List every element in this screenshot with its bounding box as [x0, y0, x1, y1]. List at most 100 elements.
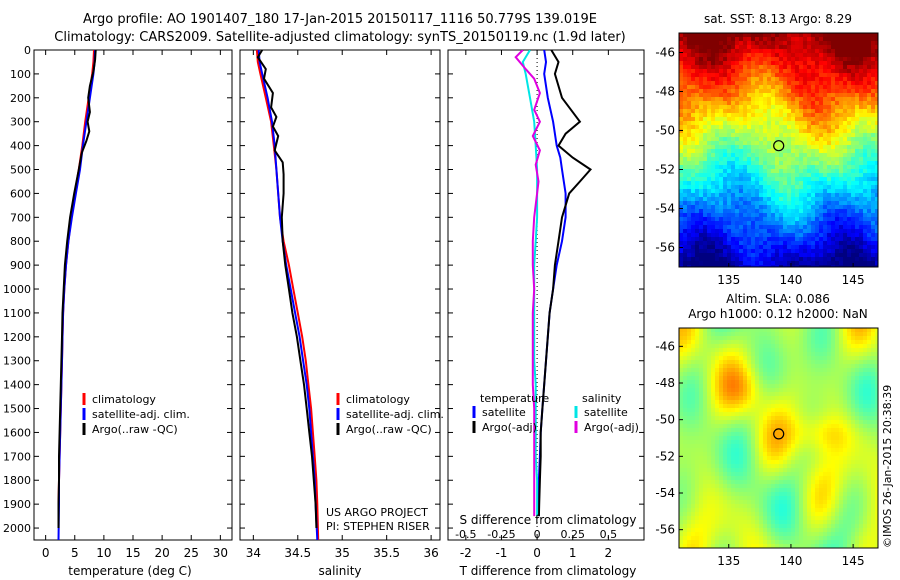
heatmap-cell	[855, 157, 860, 162]
heatmap-cell	[751, 125, 756, 130]
heatmap-cell	[807, 217, 812, 222]
heatmap-cell	[723, 69, 728, 74]
heatmap-cell	[699, 388, 704, 393]
heatmap-cell	[703, 344, 708, 349]
heatmap-cell	[831, 149, 836, 154]
heatmap-cell	[751, 145, 756, 150]
heatmap-cell	[779, 448, 784, 453]
heatmap-cell	[683, 456, 688, 461]
heatmap-cell	[763, 105, 768, 110]
heatmap-cell	[875, 348, 879, 353]
heatmap-cell	[823, 460, 828, 465]
heatmap-cell	[815, 400, 820, 405]
heatmap-cell	[775, 408, 780, 413]
heatmap-cell	[747, 105, 752, 110]
heatmap-cell	[839, 233, 844, 238]
heatmap-cell	[763, 368, 768, 373]
heatmap-cell	[731, 460, 736, 465]
heatmap-cell	[839, 384, 844, 389]
heatmap-cell	[771, 241, 776, 246]
heatmap-cell	[703, 217, 708, 222]
heatmap-cell	[683, 253, 688, 258]
heatmap-cell	[859, 408, 864, 413]
heatmap-cell	[703, 444, 708, 449]
heatmap-cell	[863, 352, 868, 357]
heatmap-cell	[735, 161, 740, 166]
heatmap-cell	[823, 141, 828, 146]
heatmap-cell	[771, 37, 776, 42]
heatmap-cell	[703, 37, 708, 42]
heatmap-cell	[807, 340, 812, 345]
heatmap-cell	[679, 432, 684, 437]
heatmap-cell	[731, 125, 736, 130]
heatmap-cell	[715, 249, 720, 254]
heatmap-cell	[751, 424, 756, 429]
heatmap-cell	[715, 444, 720, 449]
heatmap-cell	[831, 73, 836, 78]
heatmap-cell	[775, 65, 780, 70]
heatmap-cell	[723, 201, 728, 206]
heatmap-cell	[683, 57, 688, 62]
heatmap-cell	[847, 456, 852, 461]
heatmap-cell	[683, 404, 688, 409]
heatmap-cell	[811, 77, 816, 82]
heatmap-cell	[807, 117, 812, 122]
heatmap-cell	[791, 165, 796, 170]
heatmap-cell	[735, 348, 740, 353]
heatmap-cell	[683, 336, 688, 341]
heatmap-cell	[795, 340, 800, 345]
heatmap-cell	[875, 253, 879, 258]
heatmap-cell	[867, 97, 872, 102]
heatmap-cell	[755, 193, 760, 198]
heatmap-cell	[747, 233, 752, 238]
heatmap-cell	[755, 356, 760, 361]
heatmap-cell	[735, 137, 740, 142]
heatmap-cell	[767, 45, 772, 50]
heatmap-cell	[763, 392, 768, 397]
heatmap-cell	[775, 61, 780, 66]
heatmap-cell	[727, 77, 732, 82]
heatmap-cell	[867, 392, 872, 397]
heatmap-cell	[699, 245, 704, 250]
heatmap-cell	[743, 376, 748, 381]
heatmap-cell	[791, 209, 796, 214]
heatmap-cell	[859, 249, 864, 254]
heatmap-cell	[807, 237, 812, 242]
heatmap-cell	[791, 157, 796, 162]
heatmap-cell	[707, 400, 712, 405]
heatmap-cell	[755, 125, 760, 130]
heatmap-cell	[855, 89, 860, 94]
heatmap-cell	[739, 376, 744, 381]
heatmap-cell	[699, 97, 704, 102]
heatmap-cell	[807, 221, 812, 226]
heatmap-cell	[719, 432, 724, 437]
heatmap-cell	[731, 213, 736, 218]
heatmap-cell	[735, 420, 740, 425]
heatmap-cell	[799, 261, 804, 266]
heatmap-cell	[751, 328, 756, 333]
heatmap-cell	[791, 364, 796, 369]
heatmap-cell	[791, 213, 796, 218]
heatmap-cell	[839, 261, 844, 266]
heatmap-cell	[823, 53, 828, 58]
heatmap-cell	[855, 241, 860, 246]
heatmap-cell	[735, 328, 740, 333]
heatmap-cell	[799, 69, 804, 74]
heatmap-cell	[727, 41, 732, 46]
heatmap-cell	[755, 101, 760, 106]
heatmap-cell	[739, 201, 744, 206]
heatmap-cell	[831, 233, 836, 238]
heatmap-cell	[715, 141, 720, 146]
heatmap-cell	[759, 161, 764, 166]
heatmap-cell	[811, 384, 816, 389]
heatmap-cell	[839, 396, 844, 401]
heatmap-cell	[683, 265, 688, 268]
heatmap-cell	[687, 173, 692, 178]
heatmap-cell	[683, 460, 688, 465]
heatmap-cell	[695, 85, 700, 90]
series-line-climatology	[255, 50, 320, 540]
heatmap-cell	[835, 400, 840, 405]
heatmap-cell	[755, 109, 760, 114]
heatmap-cell	[875, 237, 879, 242]
heatmap-cell	[827, 456, 832, 461]
